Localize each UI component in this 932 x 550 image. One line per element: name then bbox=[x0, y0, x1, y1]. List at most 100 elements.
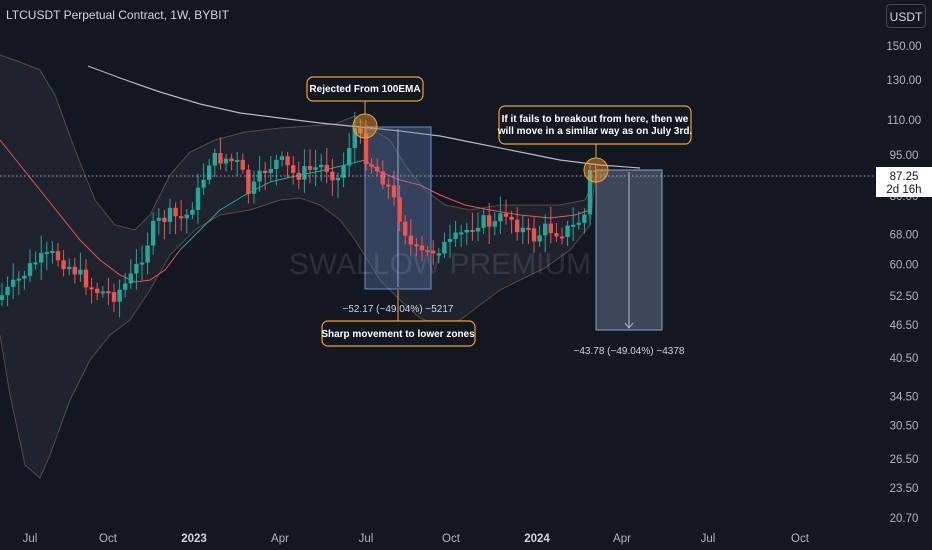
candle-body bbox=[89, 287, 94, 290]
candle-body bbox=[139, 262, 145, 265]
candle-body bbox=[347, 148, 352, 166]
candle-body bbox=[212, 153, 217, 166]
candle-body bbox=[167, 207, 173, 222]
y-tick-label: 34.50 bbox=[890, 391, 919, 403]
candle-body bbox=[61, 260, 66, 270]
candle-body bbox=[50, 251, 55, 254]
y-tick-label: 23.50 bbox=[890, 483, 919, 495]
candle-body bbox=[27, 263, 33, 276]
candle-body bbox=[352, 128, 357, 149]
bar-countdown: 2d 16h bbox=[886, 184, 921, 196]
candle-body bbox=[285, 156, 290, 166]
candle-body bbox=[240, 159, 245, 170]
candle-body bbox=[106, 291, 111, 294]
x-tick-label: 2023 bbox=[181, 533, 207, 545]
candle-body bbox=[223, 158, 229, 164]
candle-body bbox=[229, 158, 234, 162]
bollinger-band bbox=[0, 54, 596, 479]
y-tick-label: 130.00 bbox=[886, 75, 921, 87]
candle-body bbox=[11, 279, 16, 287]
candle-body bbox=[481, 215, 486, 228]
candle-body bbox=[375, 166, 380, 172]
candle-body bbox=[419, 245, 425, 251]
x-tick-label: Jul bbox=[701, 533, 716, 545]
rejection-highlight bbox=[352, 113, 378, 139]
candle-body bbox=[72, 266, 77, 275]
candle-body bbox=[515, 219, 520, 233]
y-tick-label: 95.00 bbox=[890, 150, 919, 162]
candle-body bbox=[55, 251, 61, 261]
candle-body bbox=[537, 235, 542, 242]
candle-body bbox=[459, 232, 464, 235]
candle-body bbox=[246, 169, 251, 194]
x-tick-label: Apr bbox=[613, 533, 631, 545]
measurement-label-1: −52.17 (−49.04%) −5217 bbox=[343, 304, 454, 315]
candle-body bbox=[268, 168, 273, 174]
annotation-breakout-line1: If it fails to breakout from here, then … bbox=[502, 114, 689, 125]
candle-body bbox=[274, 159, 279, 169]
candle-body bbox=[134, 263, 139, 274]
y-tick-label: 52.50 bbox=[890, 291, 919, 303]
candle-body bbox=[145, 245, 150, 263]
candle-body bbox=[363, 133, 369, 165]
candle-body bbox=[391, 185, 397, 198]
last-price-badge: 87.25 2d 16h bbox=[876, 167, 932, 197]
candle-body bbox=[324, 164, 329, 172]
current-highlight bbox=[583, 157, 609, 183]
candle-body bbox=[559, 236, 565, 239]
x-axis[interactable]: Jul Oct 2023 Apr Jul Oct 2024 Apr Jul Oct bbox=[23, 533, 810, 545]
currency-button[interactable]: USDT bbox=[886, 4, 926, 28]
candle-body bbox=[565, 225, 570, 238]
candle-body bbox=[425, 250, 430, 253]
y-axis[interactable]: 150.00130.00110.0095.0080.0068.0060.0052… bbox=[886, 41, 921, 525]
candle-body bbox=[235, 159, 240, 162]
x-tick-label: Apr bbox=[271, 533, 289, 545]
candle-body bbox=[335, 177, 341, 181]
candle-body bbox=[526, 227, 531, 230]
candle-body bbox=[117, 289, 122, 302]
y-tick-label: 46.50 bbox=[890, 320, 919, 332]
candle-body bbox=[576, 222, 581, 225]
candle-body bbox=[587, 170, 593, 215]
candle-body bbox=[431, 250, 436, 254]
y-tick-label: 150.00 bbox=[886, 41, 921, 53]
candle-body bbox=[296, 172, 301, 180]
candle-body bbox=[582, 214, 587, 223]
candle-body bbox=[408, 235, 413, 245]
candle-body bbox=[531, 228, 537, 242]
measurement-label-2: −43.78 (−49.04%) −4378 bbox=[574, 346, 685, 357]
candle-body bbox=[307, 165, 313, 170]
annotation-breakout: If it fails to breakout from here, then … bbox=[497, 105, 693, 158]
candle-body bbox=[520, 227, 525, 233]
candle-body bbox=[571, 224, 576, 227]
candle-body bbox=[470, 229, 475, 232]
last-price-value: 87.25 bbox=[890, 171, 919, 183]
candle-body bbox=[33, 262, 38, 265]
candle-body bbox=[319, 164, 324, 168]
x-tick-label: 2024 bbox=[524, 533, 550, 545]
annotation-rejected: Rejected From 100EMA bbox=[306, 76, 424, 115]
candle-body bbox=[487, 215, 492, 227]
candle-body bbox=[291, 165, 296, 173]
candle-body bbox=[442, 242, 447, 254]
candle-body bbox=[593, 170, 598, 173]
candle-body bbox=[386, 184, 391, 187]
y-tick-label: 26.50 bbox=[890, 454, 919, 466]
y-tick-label: 60.00 bbox=[890, 259, 919, 271]
candle-body bbox=[302, 165, 307, 180]
candle-body bbox=[83, 269, 89, 288]
x-tick-label: Oct bbox=[99, 533, 118, 545]
candle-body bbox=[475, 227, 481, 232]
candle-body bbox=[358, 128, 363, 134]
annotation-rejected-text: Rejected From 100EMA bbox=[309, 84, 420, 95]
candle-body bbox=[436, 253, 441, 256]
candle-body bbox=[151, 220, 156, 246]
watermark: SWALLOW PREMIUM bbox=[289, 248, 591, 281]
candle-body bbox=[503, 213, 509, 217]
candle-body bbox=[218, 153, 223, 164]
candle-body bbox=[369, 164, 374, 167]
candle-body bbox=[263, 170, 268, 174]
annotation-breakout-line2: will move in a similar way as on July 3r… bbox=[497, 126, 693, 137]
candle-body bbox=[548, 223, 553, 234]
